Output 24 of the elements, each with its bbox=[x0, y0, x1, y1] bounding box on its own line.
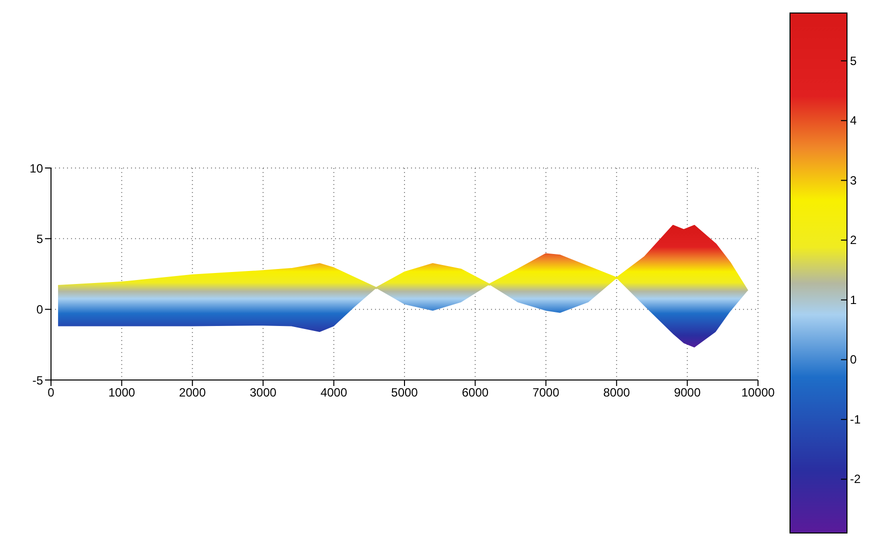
color-bar-label: -2 bbox=[850, 472, 861, 486]
x-tick-label: 6000 bbox=[462, 386, 489, 400]
x-tick-label: 1000 bbox=[108, 386, 136, 400]
x-tick-label: 10000 bbox=[741, 386, 776, 400]
color-bar-label: 5 bbox=[850, 54, 857, 68]
color-bar-label: 4 bbox=[850, 114, 857, 128]
x-tick-label: 5000 bbox=[391, 386, 418, 400]
color-bar-label: 0 bbox=[850, 352, 857, 367]
x-tick-label: 8000 bbox=[603, 386, 630, 400]
color-bar-label: 2 bbox=[850, 233, 857, 248]
y-tick-label: -5 bbox=[32, 373, 44, 388]
y-tick-label: 5 bbox=[36, 232, 44, 246]
x-tick-label: 2000 bbox=[179, 386, 206, 400]
x-tick-label: 7000 bbox=[532, 386, 560, 400]
y-tick-label: 10 bbox=[30, 161, 44, 176]
color-bar-label: 3 bbox=[850, 173, 857, 188]
x-tick-label: 0 bbox=[48, 386, 55, 400]
x-tick-label: 4000 bbox=[320, 386, 348, 400]
y-tick-label: 0 bbox=[36, 302, 44, 317]
x-tick-label: 3000 bbox=[250, 386, 277, 400]
color-bar-label: 1 bbox=[850, 292, 857, 307]
color-bar-label: -1 bbox=[850, 412, 861, 426]
x-tick-label: 9000 bbox=[674, 386, 701, 400]
line-series bbox=[57, 224, 748, 292]
